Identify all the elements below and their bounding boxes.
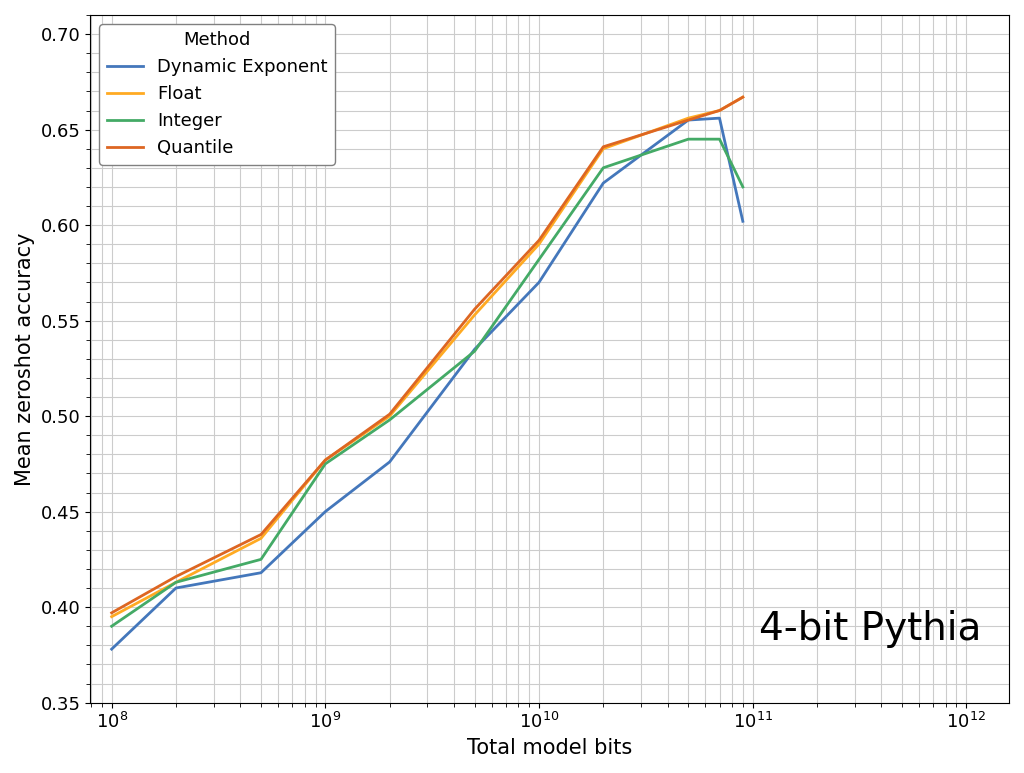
Quantile — [383, 410, 395, 419]
Integer — [319, 459, 332, 468]
Dynamic Exponent — [170, 584, 182, 593]
Dynamic Exponent — [597, 179, 609, 188]
Integer — [255, 555, 267, 564]
Integer — [736, 182, 749, 192]
Integer — [532, 255, 545, 264]
Float — [170, 577, 182, 587]
Dynamic Exponent — [255, 568, 267, 577]
Text: 4-bit Pythia: 4-bit Pythia — [759, 610, 981, 648]
Integer — [469, 346, 481, 356]
Integer — [170, 577, 182, 587]
X-axis label: Total model bits: Total model bits — [467, 738, 632, 758]
Quantile — [170, 572, 182, 581]
Quantile — [532, 236, 545, 245]
Dynamic Exponent — [736, 216, 749, 226]
Quantile — [736, 93, 749, 102]
Line: Float: Float — [112, 97, 742, 617]
Dynamic Exponent — [469, 345, 481, 354]
Line: Dynamic Exponent: Dynamic Exponent — [112, 118, 742, 649]
Quantile — [714, 106, 726, 115]
Dynamic Exponent — [105, 645, 118, 654]
Line: Integer: Integer — [112, 139, 742, 626]
Float — [255, 533, 267, 543]
Integer — [682, 135, 694, 144]
Float — [597, 144, 609, 153]
Legend: Dynamic Exponent, Float, Integer, Quantile: Dynamic Exponent, Float, Integer, Quanti… — [99, 24, 335, 165]
Float — [532, 240, 545, 249]
Y-axis label: Mean zeroshot accuracy: Mean zeroshot accuracy — [15, 232, 35, 485]
Float — [319, 455, 332, 465]
Quantile — [469, 305, 481, 314]
Dynamic Exponent — [383, 458, 395, 467]
Float — [469, 310, 481, 319]
Integer — [383, 415, 395, 424]
Float — [736, 93, 749, 102]
Dynamic Exponent — [532, 278, 545, 287]
Quantile — [105, 608, 118, 618]
Float — [714, 106, 726, 115]
Float — [383, 411, 395, 421]
Integer — [714, 135, 726, 144]
Float — [105, 612, 118, 621]
Integer — [597, 163, 609, 172]
Dynamic Exponent — [714, 114, 726, 123]
Quantile — [597, 142, 609, 152]
Line: Quantile: Quantile — [112, 97, 742, 613]
Dynamic Exponent — [682, 115, 694, 124]
Quantile — [319, 455, 332, 465]
Quantile — [682, 115, 694, 124]
Dynamic Exponent — [319, 507, 332, 516]
Float — [682, 114, 694, 123]
Integer — [105, 621, 118, 631]
Quantile — [255, 530, 267, 540]
